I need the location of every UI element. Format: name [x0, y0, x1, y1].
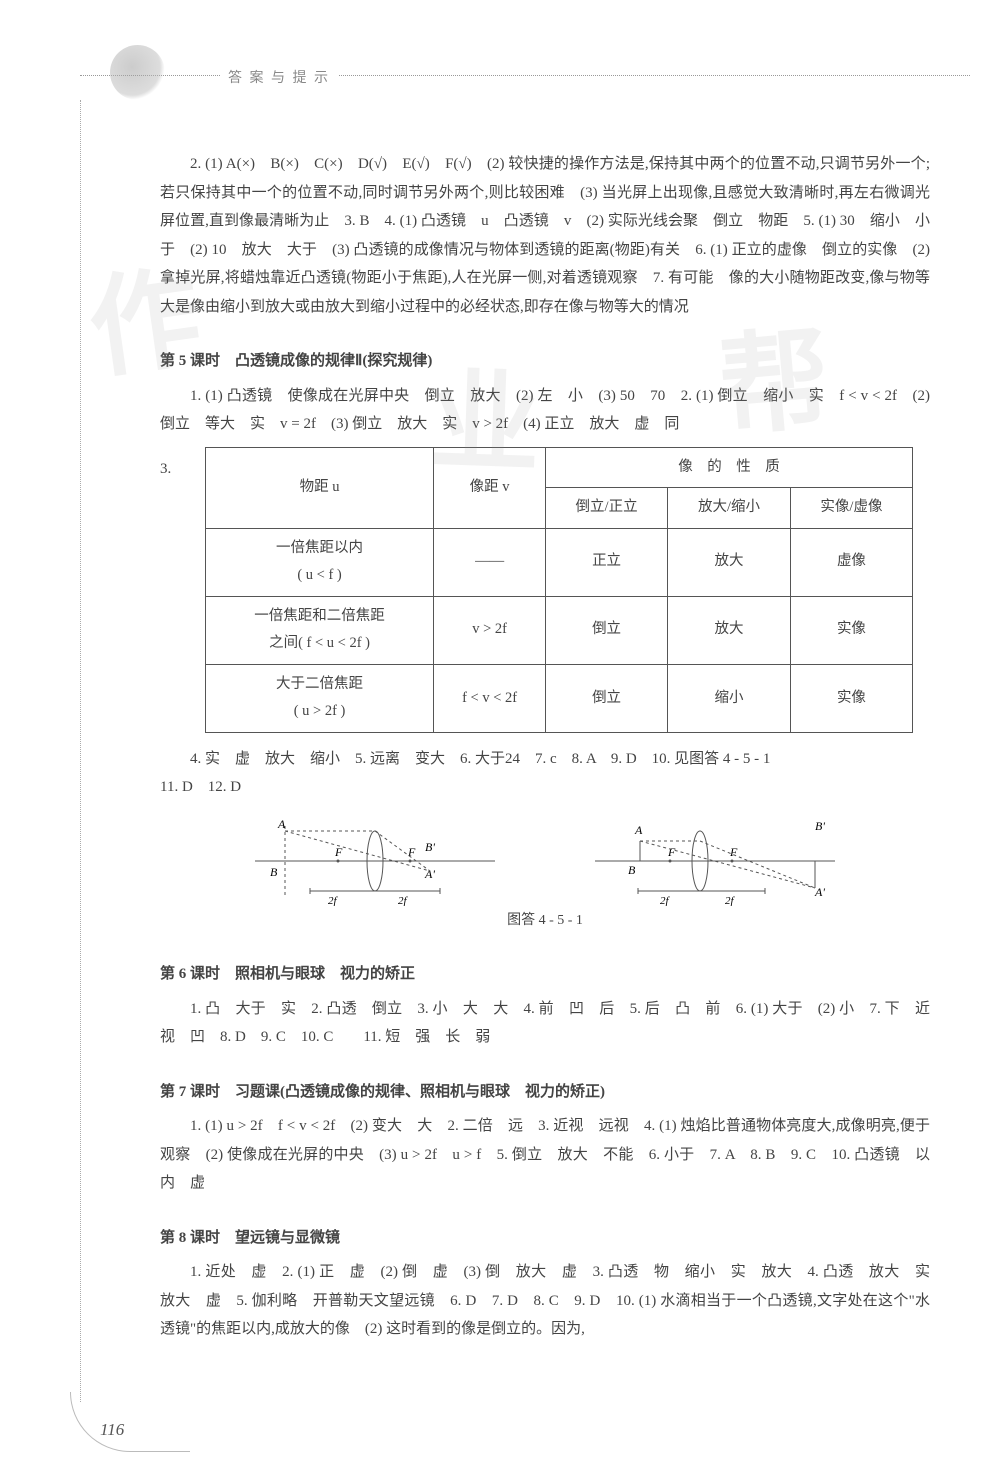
svg-text:A: A — [277, 817, 286, 831]
cell: 缩小 — [668, 664, 790, 732]
section-title: 第 8 课时 望远镜与显微镜 — [160, 1224, 930, 1253]
table-number: 3. — [160, 439, 188, 745]
svg-text:2f: 2f — [328, 895, 339, 906]
lesson5-line1: 1. (1) 凸透镜 使像成在光屏中央 倒立 放大 (2) 左 小 (3) 50… — [160, 382, 930, 439]
section-title: 第 6 课时 照相机与眼球 视力的矫正 — [160, 960, 930, 989]
svg-text:2f: 2f — [725, 895, 736, 906]
side-dotted-line — [80, 100, 81, 1402]
svg-text:F: F — [667, 845, 676, 859]
page-number: 116 — [100, 1414, 124, 1446]
svg-text:B: B — [628, 863, 636, 877]
table-row: 一倍焦距以内 ( u < f ) —— 正立 放大 虚像 — [205, 528, 912, 596]
cell: f < v < 2f — [434, 664, 546, 732]
section-title: 第 7 课时 习题课(凸透镜成像的规律、照相机与眼球 视力的矫正) — [160, 1078, 930, 1107]
th-image-props: 像 的 性 质 — [545, 447, 912, 488]
cell: 一倍焦距以内 ( u < f ) — [205, 528, 434, 596]
lesson7-text: 1. (1) u > 2f f < v < 2f (2) 变大 大 2. 二倍 … — [160, 1112, 930, 1198]
th-object-distance: 物距 u — [205, 447, 434, 528]
image-properties-table: 物距 u 像距 v 像 的 性 质 倒立/正立 放大/缩小 实像/虚像 一倍焦距… — [205, 447, 913, 733]
table-wrap: 3. 物距 u 像距 v 像 的 性 质 倒立/正立 放大/缩小 实像/虚像 一… — [160, 439, 930, 745]
svg-text:2f: 2f — [660, 895, 671, 906]
table-row: 一倍焦距和二倍焦距 之间( f < u < 2f ) v > 2f 倒立 放大 … — [205, 596, 912, 664]
lesson-6: 第 6 课时 照相机与眼球 视力的矫正 1. 凸 大于 实 2. 凸透 倒立 3… — [160, 960, 930, 1052]
svg-text:A: A — [634, 823, 643, 837]
section-title: 第 5 课时 凸透镜成像的规律Ⅱ(探究规律) — [160, 347, 930, 376]
header-divider — [80, 75, 970, 76]
lesson8-text: 1. 近处 虚 2. (1) 正 虚 (2) 倒 虚 (3) 倒 放大 虚 3.… — [160, 1258, 930, 1344]
cell: 正立 — [545, 528, 667, 596]
lesson6-text: 1. 凸 大于 实 2. 凸透 倒立 3. 小 大 大 4. 前 凹 后 5. … — [160, 995, 930, 1052]
content-area: 2. (1) A(×) B(×) C(×) D(√) E(√) F(√) (2)… — [100, 150, 940, 1344]
lesson5-line2: 4. 实 虚 放大 缩小 5. 远离 变大 6. 大于24 7. c 8. A … — [160, 745, 930, 774]
svg-text:B: B — [270, 865, 278, 879]
svg-text:F: F — [729, 845, 738, 859]
page: 答 案 与 提 示 作 业 帮 2. (1) A(×) B(×) C(×) D(… — [0, 0, 1000, 1482]
ray-diagram-right: A B F F B' A' 2f 2f — [590, 816, 840, 906]
svg-text:2f: 2f — [398, 895, 409, 906]
cell: 大于二倍焦距 ( u > 2f ) — [205, 664, 434, 732]
lesson5-line3: 11. D 12. D — [160, 773, 930, 802]
lesson-5: 第 5 课时 凸透镜成像的规律Ⅱ(探究规律) 1. (1) 凸透镜 使像成在光屏… — [160, 347, 930, 934]
svg-text:B': B' — [425, 840, 435, 854]
svg-text:F: F — [407, 845, 416, 859]
th-real-virtual: 实像/虚像 — [790, 488, 912, 529]
ray-diagram-left: A B F F B' A' 2f 2f — [250, 816, 500, 906]
cell: v > 2f — [434, 596, 546, 664]
corner-arc — [70, 1392, 190, 1452]
svg-text:A': A' — [424, 867, 435, 881]
cell: —— — [434, 528, 546, 596]
table-row: 物距 u 像距 v 像 的 性 质 — [205, 447, 912, 488]
cell: 一倍焦距和二倍焦距 之间( f < u < 2f ) — [205, 596, 434, 664]
answer-block-top: 2. (1) A(×) B(×) C(×) D(√) E(√) F(√) (2)… — [160, 150, 930, 321]
diagram-caption: 图答 4 - 5 - 1 — [160, 908, 930, 935]
cell: 实像 — [790, 596, 912, 664]
cell: 虚像 — [790, 528, 912, 596]
svg-text:A': A' — [814, 885, 825, 899]
diagram-row: A B F F B' A' 2f 2f — [160, 816, 930, 906]
cell: 放大 — [668, 528, 790, 596]
cell: 倒立 — [545, 596, 667, 664]
th-image-distance: 像距 v — [434, 447, 546, 528]
th-magnification: 放大/缩小 — [668, 488, 790, 529]
header-title: 答 案 与 提 示 — [220, 66, 338, 93]
svg-text:B': B' — [815, 819, 825, 833]
table-row: 大于二倍焦距 ( u > 2f ) f < v < 2f 倒立 缩小 实像 — [205, 664, 912, 732]
lesson-8: 第 8 课时 望远镜与显微镜 1. 近处 虚 2. (1) 正 虚 (2) 倒 … — [160, 1224, 930, 1344]
th-orientation: 倒立/正立 — [545, 488, 667, 529]
svg-text:F: F — [334, 845, 343, 859]
cell: 实像 — [790, 664, 912, 732]
leaf-icon — [110, 45, 165, 100]
cell: 放大 — [668, 596, 790, 664]
cell: 倒立 — [545, 664, 667, 732]
lesson-7: 第 7 课时 习题课(凸透镜成像的规律、照相机与眼球 视力的矫正) 1. (1)… — [160, 1078, 930, 1198]
